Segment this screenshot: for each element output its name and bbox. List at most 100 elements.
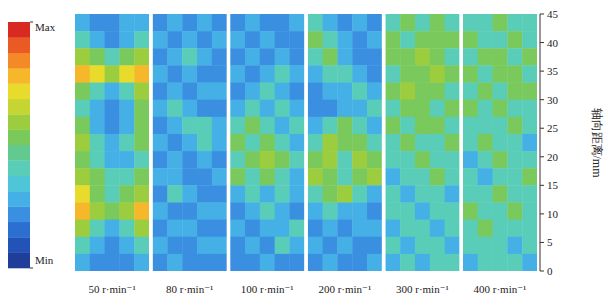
cell bbox=[289, 134, 304, 152]
cell bbox=[385, 48, 400, 66]
cell bbox=[134, 14, 149, 32]
cell bbox=[230, 117, 245, 135]
cell bbox=[522, 202, 537, 220]
panel-label: 300 r·min⁻¹ bbox=[396, 283, 449, 295]
cell bbox=[385, 202, 400, 220]
cell bbox=[245, 14, 260, 32]
cell bbox=[167, 83, 182, 101]
cell bbox=[507, 65, 522, 83]
cell bbox=[507, 168, 522, 186]
cell bbox=[289, 220, 304, 238]
cell bbox=[445, 202, 460, 220]
panel-label: 400 r·min⁻¹ bbox=[474, 283, 527, 295]
tick-label: 20 bbox=[547, 151, 559, 163]
cell bbox=[522, 134, 537, 152]
cell bbox=[275, 237, 290, 255]
cell bbox=[197, 168, 212, 186]
cell bbox=[167, 14, 182, 32]
colorbar-band bbox=[8, 207, 30, 223]
cell bbox=[493, 48, 508, 66]
cell bbox=[308, 65, 323, 83]
cell bbox=[308, 117, 323, 135]
cell bbox=[385, 65, 400, 83]
cell bbox=[134, 220, 149, 238]
panel-label: 50 r·min⁻¹ bbox=[88, 283, 135, 295]
cell bbox=[212, 83, 227, 101]
cell bbox=[445, 117, 460, 135]
cell bbox=[153, 134, 168, 152]
cell bbox=[400, 185, 415, 203]
cell bbox=[212, 117, 227, 135]
cell bbox=[323, 237, 338, 255]
cell bbox=[400, 48, 415, 66]
colorbar-band bbox=[8, 68, 30, 84]
cell bbox=[90, 168, 105, 186]
cell bbox=[400, 254, 415, 271]
cell bbox=[400, 220, 415, 238]
cell bbox=[430, 65, 445, 83]
cell bbox=[385, 185, 400, 203]
cell bbox=[182, 237, 197, 255]
cell bbox=[119, 65, 134, 83]
cell bbox=[105, 65, 120, 83]
cell bbox=[275, 83, 290, 101]
cell bbox=[245, 237, 260, 255]
colorbar-band bbox=[8, 53, 30, 69]
cell bbox=[415, 65, 430, 83]
cell bbox=[167, 117, 182, 135]
cell bbox=[134, 151, 149, 169]
cell bbox=[230, 237, 245, 255]
cell bbox=[75, 48, 90, 66]
cell bbox=[352, 134, 367, 152]
panel bbox=[153, 14, 227, 271]
cell bbox=[337, 168, 352, 186]
cell bbox=[230, 83, 245, 101]
cell bbox=[522, 254, 537, 271]
cell bbox=[105, 168, 120, 186]
cell bbox=[493, 134, 508, 152]
cell bbox=[522, 168, 537, 186]
cell bbox=[275, 48, 290, 66]
cell bbox=[289, 168, 304, 186]
cell bbox=[385, 254, 400, 271]
colorbar-band bbox=[8, 130, 30, 146]
cell bbox=[415, 254, 430, 271]
cell bbox=[105, 83, 120, 101]
cell bbox=[367, 254, 382, 271]
cell bbox=[352, 202, 367, 220]
cell bbox=[212, 254, 227, 271]
cell bbox=[400, 100, 415, 118]
cell bbox=[352, 14, 367, 32]
cell bbox=[493, 185, 508, 203]
cell bbox=[415, 134, 430, 152]
cell bbox=[119, 254, 134, 271]
cell bbox=[167, 31, 182, 49]
cell bbox=[134, 254, 149, 271]
tick bbox=[540, 185, 544, 186]
panel-label: 80 r·min⁻¹ bbox=[166, 283, 213, 295]
cell bbox=[260, 237, 275, 255]
cell bbox=[478, 14, 493, 32]
cell bbox=[212, 14, 227, 32]
cell bbox=[289, 83, 304, 101]
cell bbox=[105, 48, 120, 66]
cell bbox=[153, 31, 168, 49]
cell bbox=[75, 254, 90, 271]
colorbar-band bbox=[8, 176, 30, 192]
cell bbox=[493, 202, 508, 220]
cell bbox=[260, 151, 275, 169]
cell bbox=[197, 117, 212, 135]
tick-label: 0 bbox=[547, 265, 553, 277]
cell bbox=[323, 220, 338, 238]
cell bbox=[367, 202, 382, 220]
panel bbox=[308, 14, 382, 271]
cell bbox=[134, 237, 149, 255]
cell bbox=[230, 31, 245, 49]
cell bbox=[463, 48, 478, 66]
cell bbox=[430, 151, 445, 169]
cell bbox=[522, 83, 537, 101]
cell bbox=[212, 202, 227, 220]
cell bbox=[323, 14, 338, 32]
panel bbox=[463, 14, 537, 271]
cell bbox=[400, 134, 415, 152]
